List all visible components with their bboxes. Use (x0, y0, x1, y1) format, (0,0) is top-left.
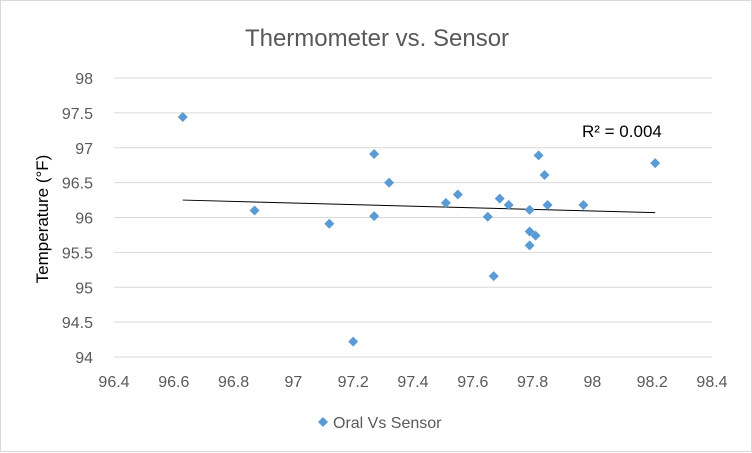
data-point (440, 197, 451, 208)
y-axis-tick-labels: 94 94.5 95 95.5 96 96.5 97 97.5 98 (62, 71, 93, 367)
x-tick-label: 96.8 (218, 374, 249, 391)
data-point (369, 149, 380, 160)
data-point (524, 226, 535, 237)
y-tick-label: 94.5 (62, 315, 93, 332)
y-tick-label: 95.5 (62, 245, 93, 262)
trendline (182, 199, 656, 214)
data-point (369, 211, 380, 222)
data-point (177, 112, 188, 123)
x-tick-label: 96.4 (98, 374, 129, 391)
x-tick-label: 98.4 (696, 374, 727, 391)
x-tick-label: 97.8 (517, 374, 548, 391)
trendline-group (182, 199, 656, 214)
data-point (533, 150, 544, 161)
x-tick-label: 96.6 (158, 374, 189, 391)
y-tick-label: 94 (75, 350, 93, 367)
y-tick-label: 95 (75, 280, 93, 297)
data-point (524, 240, 535, 251)
y-axis-title: Temperature (°F) (33, 155, 52, 284)
data-point (542, 199, 553, 210)
x-tick-label: 97.4 (397, 374, 428, 391)
x-tick-label: 97.6 (457, 374, 488, 391)
data-point (482, 211, 493, 222)
data-point (384, 177, 395, 188)
y-tick-label: 97.5 (62, 106, 93, 123)
trendline-r2-label: R² = 0.004 (582, 122, 662, 141)
data-point (452, 189, 463, 200)
chart-title: Thermometer vs. Sensor (245, 25, 509, 52)
x-tick-label: 98.2 (637, 374, 668, 391)
data-point (249, 205, 260, 216)
x-tick-label: 97 (285, 374, 303, 391)
legend-marker-diamond (318, 417, 328, 427)
data-point (348, 336, 359, 347)
data-point (324, 218, 335, 229)
x-tick-label: 98 (584, 374, 602, 391)
data-point (578, 199, 589, 210)
data-point (524, 204, 535, 215)
legend-label: Oral Vs Sensor (333, 415, 442, 432)
x-tick-label: 97.2 (338, 374, 369, 391)
data-point (488, 271, 499, 282)
data-point (494, 193, 505, 204)
y-tick-label: 96.5 (62, 176, 93, 193)
y-tick-label: 97 (75, 141, 93, 158)
data-points (177, 112, 661, 347)
data-point (530, 230, 541, 241)
data-point (503, 199, 514, 210)
data-point (539, 169, 550, 180)
y-tick-label: 98 (75, 71, 93, 88)
legend: Oral Vs Sensor (318, 415, 442, 432)
x-axis-tick-labels: 96.4 96.6 96.8 97 97.2 97.4 97.6 97.8 98 98.2 98.4 (98, 374, 727, 391)
gridlines (114, 77, 712, 358)
y-tick-label: 96 (75, 211, 93, 228)
data-point (650, 158, 661, 169)
